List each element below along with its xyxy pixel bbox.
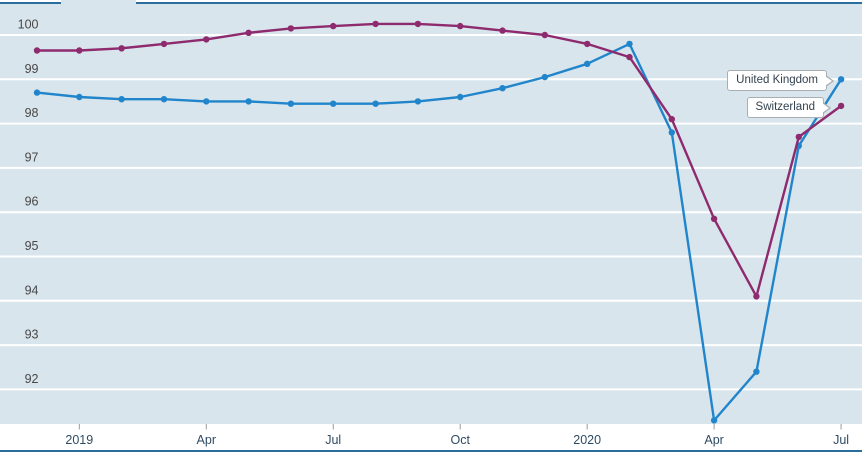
data-point-switzerland[interactable] <box>457 22 464 30</box>
data-point-united-kingdom[interactable] <box>372 100 379 107</box>
series-callout-label: United Kingdom <box>736 74 818 86</box>
data-point-switzerland[interactable] <box>753 293 760 300</box>
x-axis-label: Jul <box>325 433 341 447</box>
data-point-switzerland[interactable] <box>710 215 718 222</box>
top-border <box>136 2 862 4</box>
x-axis-label: Apr <box>197 433 216 447</box>
series-callout-label: Switzerland <box>755 101 815 113</box>
plot-area <box>0 4 862 424</box>
data-point-united-kingdom[interactable] <box>76 93 83 101</box>
x-axis-label: 2019 <box>65 433 93 447</box>
data-point-switzerland[interactable] <box>203 36 210 43</box>
data-point-switzerland[interactable] <box>33 47 41 54</box>
y-axis-label: 100 <box>18 18 39 32</box>
callout-pointer-icon <box>822 102 829 113</box>
active-tab-notch <box>61 0 136 5</box>
data-point-united-kingdom[interactable] <box>33 89 41 96</box>
y-axis-label: 94 <box>25 283 39 297</box>
data-point-united-kingdom[interactable] <box>668 129 675 136</box>
data-point-switzerland[interactable] <box>372 20 379 28</box>
data-point-united-kingdom[interactable] <box>245 98 252 105</box>
x-axis-label: Oct <box>450 433 470 447</box>
bottom-border <box>0 450 862 452</box>
data-point-united-kingdom[interactable] <box>626 40 633 48</box>
series-line-switzerland <box>35 22 843 298</box>
data-point-switzerland[interactable] <box>795 133 802 141</box>
data-point-switzerland[interactable] <box>245 29 252 36</box>
data-point-united-kingdom[interactable] <box>118 96 125 103</box>
callout-pointer-icon <box>825 75 832 86</box>
data-point-united-kingdom[interactable] <box>753 368 760 375</box>
y-axis-label: 99 <box>25 62 39 76</box>
data-point-united-kingdom[interactable] <box>203 98 210 105</box>
data-point-switzerland[interactable] <box>76 47 83 54</box>
data-point-united-kingdom[interactable] <box>414 98 422 105</box>
data-point-switzerland[interactable] <box>287 25 295 32</box>
y-axis-label: 97 <box>25 150 39 164</box>
x-axis-label: Apr <box>704 433 723 447</box>
y-axis-label: 93 <box>25 328 39 342</box>
data-point-switzerland[interactable] <box>668 116 675 123</box>
top-border <box>0 2 61 4</box>
data-point-united-kingdom[interactable] <box>541 73 548 81</box>
data-point-switzerland[interactable] <box>330 22 337 30</box>
data-point-switzerland[interactable] <box>160 40 168 48</box>
data-point-united-kingdom[interactable] <box>330 100 337 107</box>
data-point-united-kingdom[interactable] <box>710 417 718 424</box>
data-point-united-kingdom[interactable] <box>287 100 295 107</box>
y-axis-label: 96 <box>25 195 39 209</box>
data-point-switzerland[interactable] <box>837 102 845 110</box>
data-point-switzerland[interactable] <box>499 27 506 34</box>
series-callout-switzerland[interactable]: Switzerland <box>746 97 831 118</box>
x-axis-label: Jul <box>833 433 849 447</box>
series-callout-united-kingdom[interactable]: United Kingdom <box>727 70 834 91</box>
data-point-united-kingdom[interactable] <box>499 85 506 92</box>
y-axis-label: 92 <box>25 372 39 386</box>
data-point-united-kingdom[interactable] <box>837 76 845 83</box>
data-point-united-kingdom[interactable] <box>584 60 591 67</box>
data-point-switzerland[interactable] <box>584 40 591 48</box>
y-axis-label: 98 <box>25 106 39 120</box>
data-point-united-kingdom[interactable] <box>457 93 464 101</box>
data-point-switzerland[interactable] <box>626 53 633 61</box>
y-axis-label: 95 <box>25 239 39 253</box>
data-point-united-kingdom[interactable] <box>160 96 168 103</box>
series-line-united-kingdom <box>35 42 843 422</box>
data-point-switzerland[interactable] <box>541 31 548 39</box>
data-point-switzerland[interactable] <box>118 45 125 52</box>
x-axis-label: 2020 <box>573 433 601 447</box>
data-point-switzerland[interactable] <box>414 20 422 28</box>
